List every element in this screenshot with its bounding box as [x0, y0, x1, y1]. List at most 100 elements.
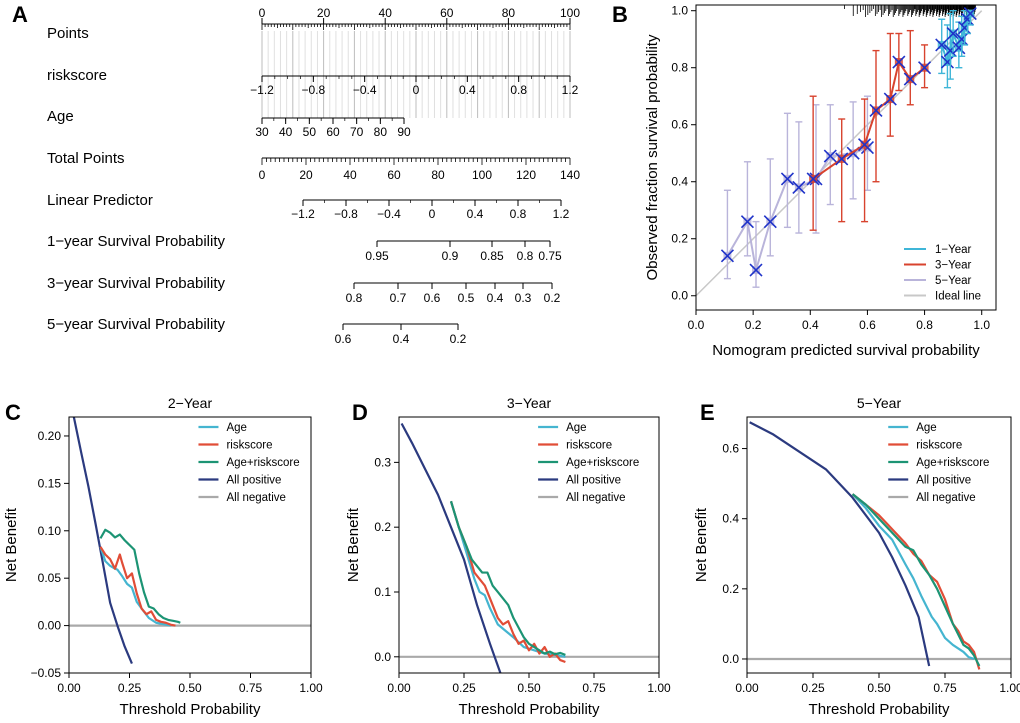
dca-legend-label: Age [226, 422, 246, 434]
calibration-x-mark [792, 180, 806, 194]
dca-x-tick-label: 0.25 [801, 681, 825, 695]
calibration-legend-label: 1−Year [935, 244, 972, 256]
dca-y-tick-label: 0.15 [38, 476, 62, 490]
dca-y-tick-label: 0.0 [374, 650, 391, 664]
riskscore-tick-label: 0.4 [459, 83, 476, 97]
points-tick-label: 0 [259, 6, 266, 20]
lp-tick-label: 0.8 [510, 207, 527, 221]
surv-5yr-tick-label: 0.6 [335, 332, 352, 346]
dca-title: 2−Year [168, 395, 213, 411]
dca-series-line [99, 546, 176, 627]
surv-3yr-tick-label: 0.6 [424, 291, 441, 305]
dca-frame [746, 416, 1012, 674]
dca-frame [398, 416, 660, 674]
dca-x-label: Threshold Probability [809, 701, 950, 718]
nomogram-label-3yr: 3−year Survival Probability [47, 275, 226, 292]
dca-y-tick-label: 0.6 [722, 442, 739, 456]
calibration-x-mark [958, 21, 972, 35]
points-tick-label: 40 [379, 6, 393, 20]
dca-y-label: Net Benefit [693, 507, 710, 582]
dca-legend-label: All negative [226, 492, 285, 504]
dca-title: 3−Year [507, 395, 552, 411]
calibration-y-label: Observed fraction survival probability [644, 34, 661, 280]
nomogram-label-1yr: 1−year Survival Probability [47, 233, 226, 250]
points-tick-label: 80 [502, 6, 516, 20]
dca-y-tick-label: 0.05 [38, 571, 62, 585]
calibration-x-mark [883, 92, 897, 106]
panel-d-label: D [352, 400, 368, 425]
calibration-x-mark [935, 38, 949, 52]
dca-x-tick-label: 0.00 [735, 681, 759, 695]
age-tick-label: 60 [326, 125, 340, 139]
riskscore-tick-label: −0.8 [301, 83, 325, 97]
dca-x-tick-label: 0.25 [452, 681, 476, 695]
nomogram-label-age: Age [47, 108, 74, 125]
calibration-x-tick-label: 0.2 [745, 318, 762, 332]
dca-legend-label: riskscore [566, 440, 612, 452]
panel-a-label: A [12, 2, 28, 27]
dca-series-line [449, 500, 566, 656]
surv-3yr-tick-label: 0.7 [390, 291, 407, 305]
surv-3yr-tick-label: 0.4 [487, 291, 504, 305]
calibration-x-mark [749, 263, 763, 277]
surv-5yr-tick-label: 0.2 [450, 332, 467, 346]
nomogram: Points riskscore Age Total Points Linear… [47, 6, 580, 346]
dca-series-line [851, 493, 981, 670]
calibration-x-tick-label: 0.6 [859, 318, 876, 332]
total-points-tick-label: 40 [343, 168, 357, 182]
panel-b-label: B [612, 2, 628, 27]
ideal-line [695, 10, 983, 297]
dca-legend-label: Age+riskscore [916, 457, 989, 469]
calibration-x-mark [869, 103, 883, 118]
dca-x-label: Threshold Probability [120, 701, 261, 718]
dca-legend-label: riskscore [916, 440, 962, 452]
lp-tick-label: −0.4 [377, 207, 401, 221]
total-points-tick-label: 80 [431, 168, 445, 182]
calibration-y-tick-label: 0.8 [671, 61, 688, 75]
calibration-x-mark [940, 55, 954, 69]
dca-legend-label: All negative [916, 492, 975, 504]
calibration-x-mark [943, 44, 957, 58]
points-tick-label: 100 [560, 6, 580, 20]
dca-legend-label: All negative [566, 492, 625, 504]
lp-tick-label: 1.2 [553, 207, 570, 221]
dca-x-tick-label: 0.75 [582, 681, 606, 695]
age-tick-label: 50 [303, 125, 317, 139]
lp-tick-label: −0.8 [334, 207, 358, 221]
calibration-y-tick-label: 0.2 [671, 232, 688, 246]
dca-y-tick-label: 0.20 [38, 429, 62, 443]
points-tick-label: 20 [317, 6, 331, 20]
calibration-x-tick-label: 1.0 [973, 318, 990, 332]
calibration-x-mark [903, 72, 917, 86]
riskscore-tick-label: −1.2 [250, 83, 274, 97]
calibration-legend-label: Ideal line [935, 291, 981, 303]
dca-x-tick-label: 0.75 [239, 681, 263, 695]
dca-5-year-plot: 5−Year 0.00 0.25 0.50 0.75 1.00 0.0 0.2 0.4 0.6 Th… [693, 395, 1020, 718]
calibration-x-mark [806, 172, 820, 186]
calibration-x-mark [720, 249, 734, 263]
dca-series-line [72, 416, 133, 664]
riskscore-tick-label: 0 [413, 83, 420, 97]
surv-3yr-tick-label: 0.8 [346, 291, 363, 305]
age-tick-label: 40 [279, 125, 293, 139]
dca-legend-label: All positive [566, 475, 621, 487]
dca-x-label: Threshold Probability [459, 701, 600, 718]
dca-y-tick-label: 0.10 [38, 524, 62, 538]
calibration-legend-label: 3−Year [935, 260, 972, 272]
dca-y-tick-label: 0.00 [38, 619, 62, 633]
panel-e-label: E [700, 400, 715, 425]
nomogram-label-total-points: Total Points [47, 150, 125, 167]
surv-1yr-tick-label: 0.85 [480, 249, 504, 263]
surv-1yr-tick-label: 0.8 [517, 249, 534, 263]
dca-legend-label: Age+riskscore [226, 457, 299, 469]
dca-series-line [749, 421, 931, 667]
lp-tick-label: −1.2 [291, 207, 315, 221]
dca-y-tick-label: 0.2 [722, 582, 739, 596]
dca-series-line [99, 546, 171, 627]
dca-x-tick-label: 0.25 [118, 681, 142, 695]
total-points-tick-label: 60 [387, 168, 401, 182]
surv-1yr-tick-label: 0.9 [442, 249, 459, 263]
calibration-x-mark [946, 26, 960, 41]
dca-y-tick-label: −0.05 [31, 666, 62, 680]
